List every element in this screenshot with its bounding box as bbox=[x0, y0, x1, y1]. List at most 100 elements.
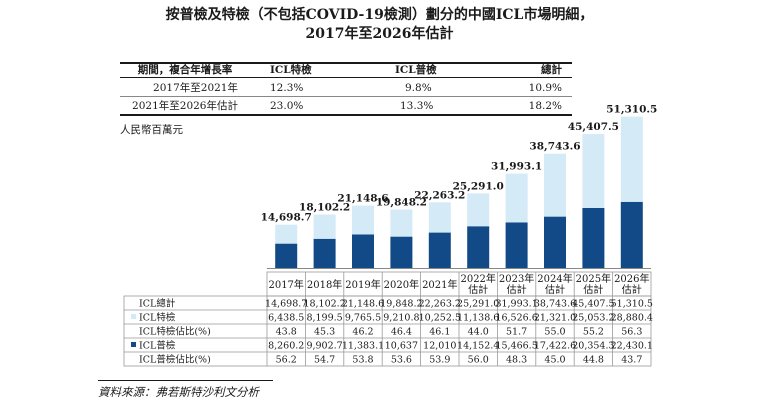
bar-general-7 bbox=[505, 222, 528, 268]
data-table-cell-5-8: 45.0 bbox=[544, 355, 565, 366]
data-table-cell-4-5: 12,010 bbox=[423, 341, 456, 352]
category-label-9-line-1: 2025年 bbox=[576, 272, 611, 285]
cagr-row-1-special: 12.3% bbox=[270, 82, 304, 94]
bar-special-5 bbox=[428, 202, 451, 233]
data-table-cell-2-6: 11,138.6 bbox=[457, 313, 499, 324]
data-table-cell-4-1: 8,260.2 bbox=[268, 341, 304, 352]
data-table-row-label-2: ICL特檢 bbox=[139, 312, 176, 324]
bar-special-2 bbox=[313, 214, 336, 239]
data-table-cell-3-8: 55.0 bbox=[544, 327, 565, 338]
data-table-cell-2-9: 25,053.2 bbox=[572, 313, 614, 324]
data-table-cell-1-7: 31,993.1 bbox=[495, 299, 537, 310]
bar-special-8 bbox=[544, 153, 566, 217]
data-table-cell-1-9: 45,407.5 bbox=[572, 299, 614, 310]
bar-special-10 bbox=[620, 116, 643, 202]
total-label-2: 18,102.2 bbox=[299, 202, 350, 214]
data-table-cell-4-2: 9,902.7 bbox=[306, 341, 342, 352]
total-label-10: 51,310.5 bbox=[606, 104, 657, 116]
data-table-cell-4-6: 14,152.4 bbox=[457, 341, 499, 352]
bar-general-8 bbox=[544, 216, 566, 268]
bar-special-9 bbox=[582, 134, 605, 208]
total-label-6: 25,291.0 bbox=[453, 180, 504, 192]
data-table-cell-5-2: 54.7 bbox=[314, 355, 335, 366]
bar-special-7 bbox=[505, 173, 528, 223]
cagr-table-top-rule bbox=[120, 62, 572, 64]
data-table-cell-1-8: 38,743.6 bbox=[534, 299, 576, 310]
data-table-border bbox=[123, 295, 652, 367]
data-table-cell-4-10: 22,430.1 bbox=[611, 341, 653, 352]
category-label-4: 2020年 bbox=[384, 278, 419, 291]
data-table-cell-5-4: 53.6 bbox=[391, 355, 412, 366]
data-table-cell-4-7: 15,466.5 bbox=[495, 341, 537, 352]
data-table-cell-1-5: 22,263.2 bbox=[419, 299, 461, 310]
data-table-cell-3-3: 46.2 bbox=[352, 327, 373, 338]
total-label-4: 19,848.2 bbox=[376, 196, 427, 208]
category-label-10-line-2: 估計 bbox=[622, 283, 642, 296]
total-label-5: 22,263.2 bbox=[414, 189, 465, 201]
data-table-cell-3-1: 43.8 bbox=[276, 327, 297, 338]
data-table-row-label-1: ICL總計 bbox=[139, 298, 176, 310]
category-label-10-line-1: 2026年 bbox=[614, 272, 649, 285]
total-label-7: 31,993.1 bbox=[491, 161, 542, 173]
bar-general-5 bbox=[428, 232, 451, 268]
data-table-cell-1-2: 18,102.2 bbox=[303, 299, 345, 310]
data-table-cell-5-3: 53.8 bbox=[352, 355, 373, 366]
data-table-cell-3-10: 56.3 bbox=[621, 327, 642, 338]
category-label-7-line-1: 2023年 bbox=[499, 272, 534, 285]
data-table-cell-2-8: 21,321.0 bbox=[534, 313, 576, 324]
bar-general-4 bbox=[390, 236, 413, 268]
bar-general-2 bbox=[313, 238, 336, 268]
total-label-3: 21,148.6 bbox=[337, 193, 388, 205]
bar-special-1 bbox=[275, 224, 298, 244]
data-table-cell-1-4: 19,848.2 bbox=[380, 299, 422, 310]
category-label-7-line-2: 估計 bbox=[507, 283, 527, 296]
data-table-row-label-3: ICL特檢佔比(%) bbox=[139, 326, 211, 338]
data-table-cell-2-1: 6,438.5 bbox=[268, 313, 304, 324]
source-rule bbox=[98, 380, 273, 381]
category-label-2: 2018年 bbox=[307, 278, 342, 291]
data-table-cell-3-7: 51.7 bbox=[506, 327, 527, 338]
bar-general-10 bbox=[620, 201, 643, 268]
cagr-header-general: ICL普檢 bbox=[395, 64, 437, 76]
data-table-cell-4-8: 17,422.6 bbox=[534, 341, 576, 352]
cagr-row-1-general: 9.8% bbox=[405, 82, 432, 94]
total-label-8: 38,743.6 bbox=[529, 141, 580, 153]
total-label-9: 45,407.5 bbox=[568, 121, 619, 133]
data-table-cell-5-5: 53.9 bbox=[429, 355, 450, 366]
cagr-row-2-general: 13.3% bbox=[400, 100, 434, 112]
data-table-cell-2-10: 28,880.4 bbox=[611, 313, 653, 324]
data-table-cell-2-5: 10,252.5 bbox=[419, 313, 461, 324]
cagr-header-special: ICL特檢 bbox=[270, 64, 312, 76]
chart-subtitle: 2017年至2026年估計 bbox=[305, 26, 454, 42]
cagr-table-mid-rule bbox=[120, 96, 572, 97]
cagr-row-1-total: 10.9% bbox=[528, 82, 562, 94]
data-table-cell-5-7: 48.3 bbox=[506, 355, 527, 366]
cagr-row-2-period: 2021年至2026年估計 bbox=[132, 100, 238, 112]
bar-general-6 bbox=[467, 226, 490, 268]
data-table-cell-2-2: 8,199.5 bbox=[306, 313, 342, 324]
source-note: 資料來源：弗若斯特沙利文分析 bbox=[98, 385, 259, 399]
legend-swatch-general bbox=[131, 342, 136, 347]
cagr-row-2-special: 23.0% bbox=[270, 100, 304, 112]
bar-special-3 bbox=[352, 205, 374, 235]
cagr-table-header-rule bbox=[120, 77, 572, 78]
data-table-cell-2-7: 16,526.6 bbox=[495, 313, 537, 324]
category-label-8-line-2: 估計 bbox=[545, 283, 565, 296]
data-table-row-label-4: ICL普檢 bbox=[139, 340, 176, 352]
category-label-1: 2017年 bbox=[268, 278, 303, 291]
data-table-row-label-5: ICL普檢佔比(%) bbox=[139, 354, 211, 366]
data-table-cell-3-6: 44.0 bbox=[468, 327, 489, 338]
chart-title: 按普檢及特檢（不包括COVID-19檢測）劃分的中國ICL市場明細， bbox=[165, 7, 594, 23]
cagr-table-bottom-rule bbox=[120, 114, 572, 116]
data-table-cell-3-9: 55.2 bbox=[583, 327, 604, 338]
data-table-cell-1-3: 21,148.6 bbox=[342, 299, 384, 310]
category-label-8-line-1: 2024年 bbox=[537, 272, 572, 285]
unit-label: 人民幣百萬元 bbox=[120, 124, 183, 136]
category-label-9-line-2: 估計 bbox=[583, 283, 603, 296]
data-table-cell-5-1: 56.2 bbox=[276, 355, 297, 366]
data-table-cell-2-4: 9,210.8 bbox=[383, 313, 419, 324]
data-table-cell-4-9: 20,354.3 bbox=[572, 341, 614, 352]
data-table-cell-3-2: 45.3 bbox=[314, 327, 335, 338]
bar-general-9 bbox=[582, 207, 605, 268]
data-table-cell-5-9: 44.8 bbox=[583, 355, 604, 366]
